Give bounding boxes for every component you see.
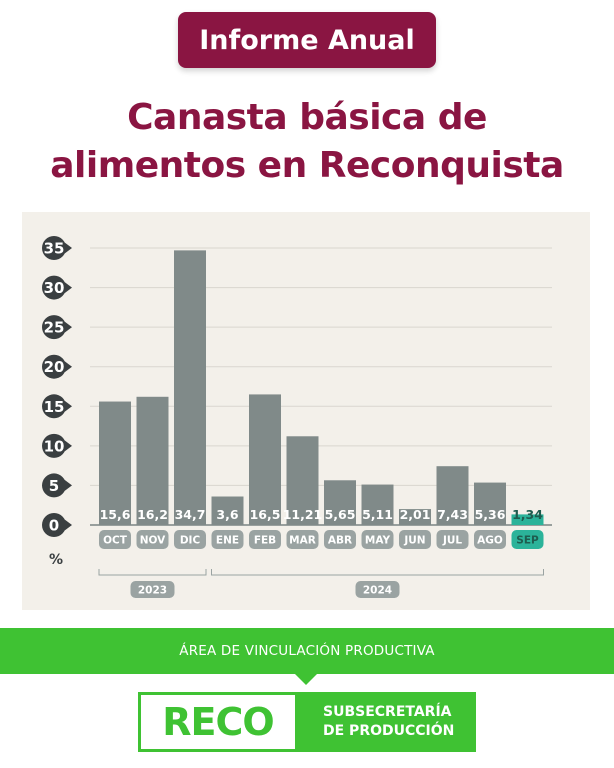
y-tick-label: 5 bbox=[49, 477, 59, 495]
category-pill bbox=[511, 530, 544, 549]
y-tick-marker bbox=[42, 236, 72, 260]
logo-line-1: SUBSECRETARÍA bbox=[323, 704, 452, 720]
y-tick-marker bbox=[42, 513, 72, 537]
bar-value-label: 7,43 bbox=[437, 507, 468, 522]
bar bbox=[324, 480, 356, 525]
bar-value-label: 5,11 bbox=[362, 507, 393, 522]
y-tick-marker bbox=[42, 433, 72, 458]
category-label: ABR bbox=[328, 535, 352, 547]
y-tick-label: 35 bbox=[44, 240, 65, 258]
category-label: SEP bbox=[516, 535, 539, 547]
category-pill bbox=[474, 530, 506, 549]
y-tick-marker bbox=[42, 473, 72, 498]
category-pill bbox=[99, 530, 131, 549]
bar bbox=[286, 436, 319, 525]
year-label: 2023 bbox=[138, 585, 167, 597]
category-pill bbox=[361, 530, 394, 549]
bar-chart: 0 5 10 15 20 25 30 35% 15,6 OCT 16,2 NOV 34,7 DIC 3,6 E… bbox=[42, 236, 552, 598]
category-label: ENE bbox=[216, 535, 239, 547]
report-badge-label: Informe Anual bbox=[199, 24, 415, 56]
category-label: NOV bbox=[140, 535, 166, 547]
y-tick-label: 20 bbox=[44, 358, 65, 376]
category-label: AGO bbox=[477, 535, 503, 547]
y-tick-label: 30 bbox=[44, 279, 65, 297]
y-tick-marker bbox=[42, 315, 72, 340]
reco-logo: RECO SUBSECRETARÍA DE PRODUCCIÓN bbox=[138, 692, 476, 752]
category-label: FEB bbox=[254, 535, 276, 547]
category-pill bbox=[174, 530, 206, 549]
y-tick-label: 15 bbox=[44, 398, 65, 416]
report-badge: Informe Anual bbox=[178, 12, 436, 68]
chart-panel: 0 5 10 15 20 25 30 35% 15,6 OCT 16,2 NOV 34,7 DIC 3,6 E… bbox=[22, 212, 590, 610]
bar-value-label: 5,65 bbox=[325, 507, 356, 522]
category-pill bbox=[249, 530, 281, 549]
title-line-1: Canasta básica de bbox=[127, 97, 487, 138]
bar bbox=[436, 466, 469, 525]
bar bbox=[174, 250, 206, 526]
year-bracket bbox=[98, 569, 207, 576]
bar bbox=[99, 401, 131, 525]
reco-logo-text: SUBSECRETARÍA DE PRODUCCIÓN bbox=[297, 692, 476, 752]
y-axis-unit: % bbox=[49, 552, 63, 568]
reco-logo-box: RECO bbox=[138, 692, 298, 752]
page-title: Canasta básica de alimentos en Reconquis… bbox=[0, 94, 614, 190]
category-label: JUL bbox=[442, 535, 462, 547]
bar bbox=[136, 396, 169, 525]
bar bbox=[399, 509, 431, 525]
category-label: OCT bbox=[103, 535, 128, 547]
category-pill bbox=[399, 530, 431, 549]
y-tick-label: 0 bbox=[49, 517, 59, 535]
footer-band-text: ÁREA DE VINCULACIÓN PRODUCTIVA bbox=[179, 643, 435, 659]
category-pill bbox=[136, 530, 169, 549]
y-tick-label: 25 bbox=[44, 319, 65, 337]
y-tick-marker bbox=[42, 394, 72, 419]
bar-value-label: 34,7 bbox=[175, 507, 206, 522]
logo-line-2: DE PRODUCCIÓN bbox=[323, 723, 455, 739]
category-pill bbox=[286, 530, 319, 549]
y-tick-label: 10 bbox=[44, 437, 65, 455]
year-label: 2024 bbox=[363, 585, 392, 597]
category-pill bbox=[324, 530, 356, 549]
year-pill bbox=[130, 581, 175, 598]
year-bracket bbox=[211, 569, 544, 576]
category-label: MAY bbox=[365, 535, 391, 547]
title-line-2: alimentos en Reconquista bbox=[50, 145, 564, 186]
y-tick-marker bbox=[42, 354, 72, 379]
bar-value-label: 1,34 bbox=[512, 507, 543, 522]
bar-value-label: 5,36 bbox=[475, 507, 506, 522]
bar-value-label: 3,6 bbox=[216, 507, 238, 522]
category-label: MAR bbox=[289, 535, 316, 547]
bar bbox=[249, 394, 281, 525]
y-tick-marker bbox=[42, 275, 72, 300]
reco-logo-word: RECO bbox=[162, 700, 274, 744]
bar bbox=[361, 484, 394, 525]
bar bbox=[474, 482, 506, 525]
bar-value-label: 15,6 bbox=[100, 507, 131, 522]
year-pill bbox=[355, 581, 400, 598]
category-pill bbox=[436, 530, 469, 549]
bar-value-label: 11,21 bbox=[283, 507, 323, 522]
footer-band-pointer bbox=[294, 673, 318, 685]
bar bbox=[211, 496, 244, 525]
category-label: JUN bbox=[403, 535, 425, 547]
category-label: DIC bbox=[180, 535, 201, 547]
bar-value-label: 16,2 bbox=[137, 507, 168, 522]
category-pill bbox=[211, 530, 244, 549]
bar-value-label: 16,5 bbox=[250, 507, 281, 522]
bar-value-label: 2,01 bbox=[400, 507, 431, 522]
bar bbox=[511, 514, 544, 525]
footer-band: ÁREA DE VINCULACIÓN PRODUCTIVA bbox=[0, 628, 614, 674]
